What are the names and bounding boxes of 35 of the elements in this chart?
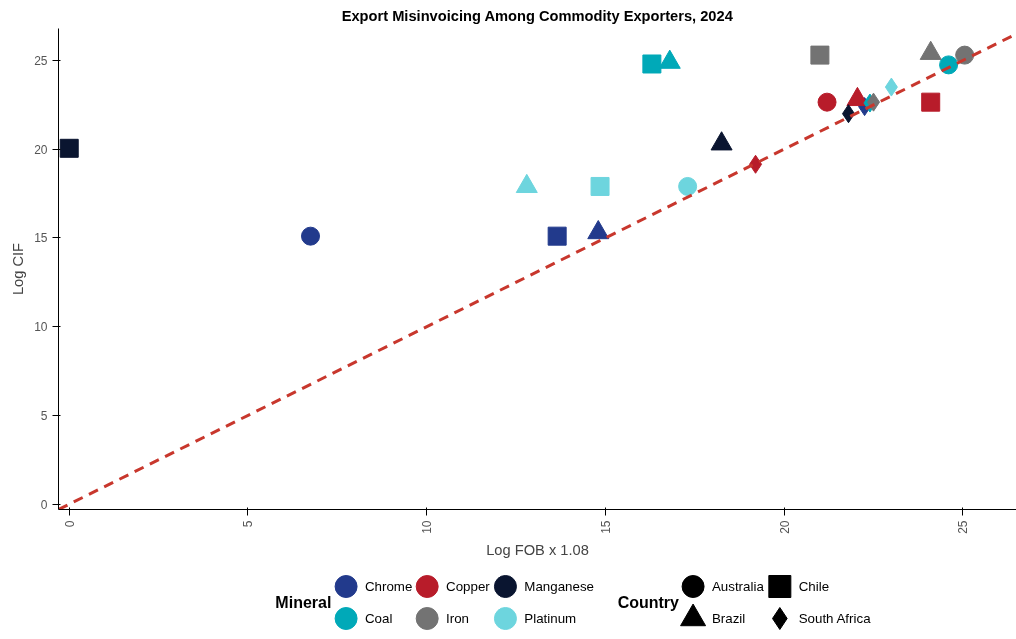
point [678, 176, 698, 196]
legend-label: Manganese [524, 579, 594, 594]
point [817, 92, 837, 112]
point [810, 45, 830, 65]
legend-label: Coal [364, 611, 393, 626]
point [301, 226, 321, 246]
legend-label: Iron [446, 611, 470, 626]
y-tick-label: 0 [40, 497, 48, 512]
point [642, 54, 662, 74]
legend-label: Platinum [524, 611, 577, 626]
legend-label: Copper [446, 579, 491, 594]
x-tick-label: 25 [956, 520, 971, 534]
chart-title: Export Misinvoicing Among Commodity Exporters, 2024 [341, 7, 734, 24]
legend-label: South Africa [798, 611, 872, 626]
x-tick-label: 5 [241, 520, 256, 528]
text: Mineral [275, 594, 332, 611]
y-tick-label: 15 [34, 231, 48, 246]
legend-label: Australia [711, 579, 765, 594]
x-tick-label: 20 [777, 520, 792, 534]
y-tick-label: 25 [34, 53, 48, 68]
x-tick-label: 10 [420, 520, 435, 534]
x-axis-title: Log FOB x 1.08 [486, 541, 589, 558]
x-tick-label: 0 [62, 520, 77, 528]
legend-label: Chile [798, 579, 830, 594]
text: Country [617, 594, 679, 611]
point [590, 176, 610, 196]
legend-label: Brazil [711, 611, 746, 626]
y-tick-label: 5 [40, 408, 48, 423]
y-tick-label: 10 [34, 320, 48, 335]
x-tick-label: 15 [598, 520, 613, 534]
point [921, 92, 941, 112]
legend-label: Chrome [364, 579, 413, 594]
y-tick-label: 20 [34, 142, 48, 157]
point [547, 226, 567, 246]
y-axis-title: Log CIF [10, 242, 27, 296]
